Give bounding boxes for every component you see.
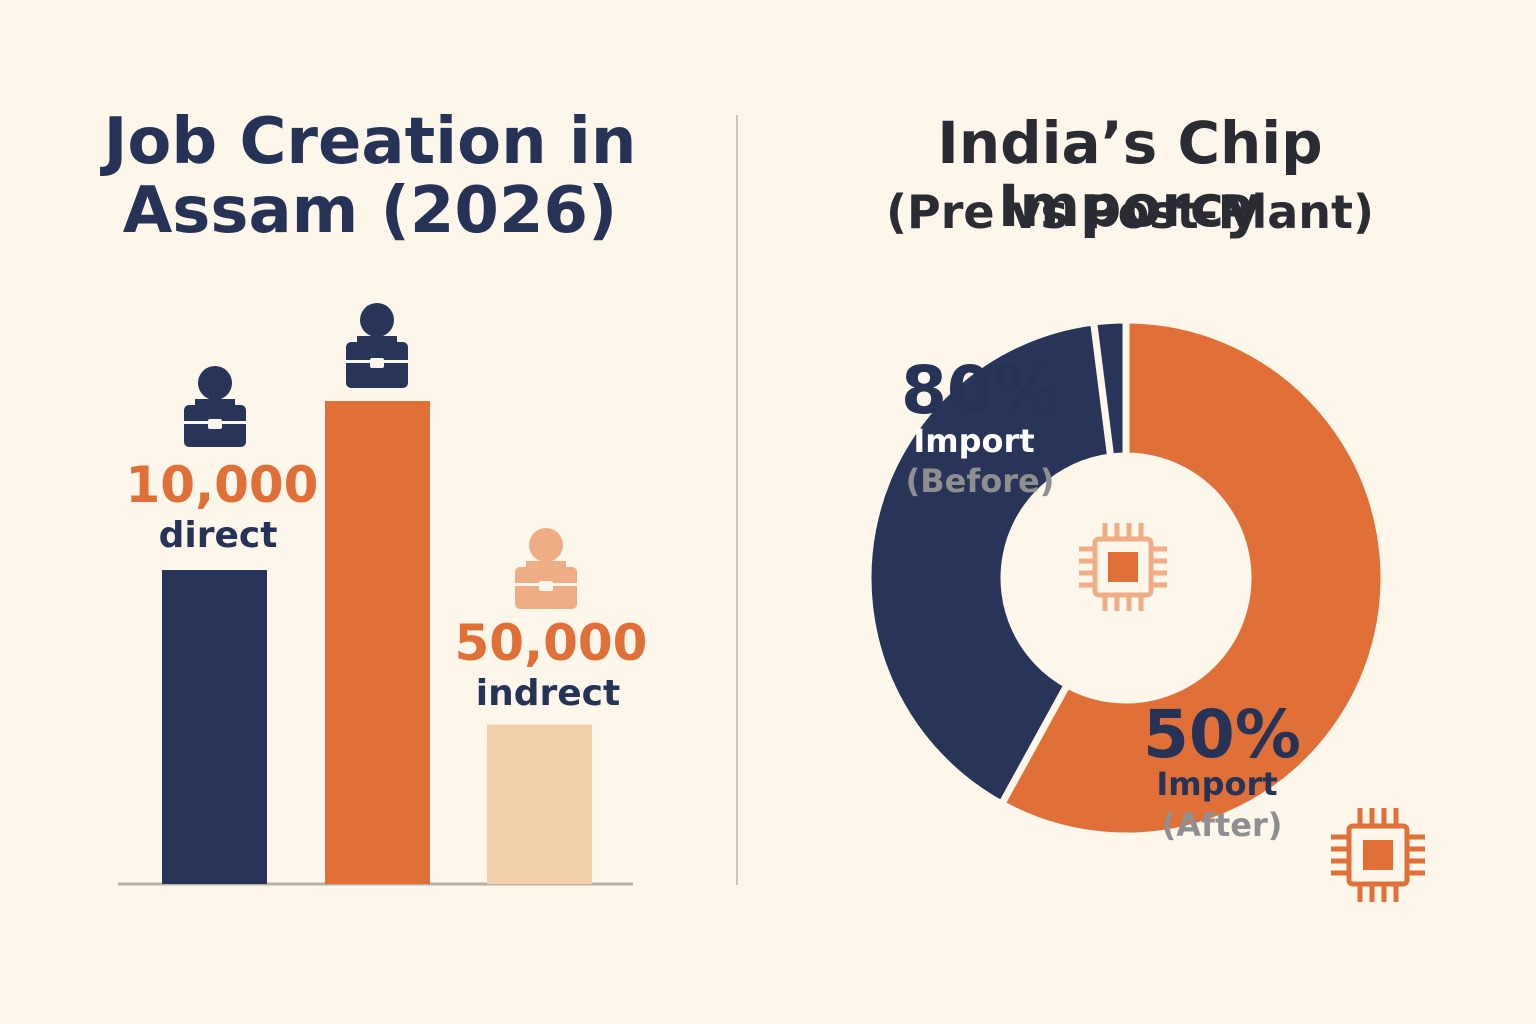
slice-before-label: Import <box>913 422 1034 460</box>
slice-after-label: Import <box>1156 765 1277 803</box>
bar-indirect <box>487 724 592 884</box>
person-briefcase-icon <box>184 366 246 447</box>
person-briefcase-icon <box>346 303 408 388</box>
bar-direct <box>162 570 267 884</box>
bar-chart-title-line2: Assam (2026) <box>122 174 618 249</box>
chip-icon <box>1331 808 1425 902</box>
slice-before-sublabel: (Before) <box>906 462 1055 500</box>
donut-slice-after <box>996 316 1388 840</box>
bar-indirect-value: 50,000 <box>455 614 648 672</box>
person-briefcase-icon <box>515 528 577 609</box>
donut-chart-title: India’s Chip Imporcy <box>937 109 1323 240</box>
bar-direct-value: 10,000 <box>126 456 319 514</box>
donut-chart: 80% Import (Before) 50% Import (After) <box>864 316 1388 844</box>
donut-slice-small <box>1089 316 1130 461</box>
slice-before-percent: 80% <box>901 352 1059 429</box>
donut-chart-subtitle: (Pre vs Post-Plant) <box>885 185 1375 239</box>
bar-middle <box>325 401 430 884</box>
bar-indirect-label: indrect <box>476 673 620 714</box>
bar-chart-title-line1: Job Creation in <box>103 105 637 179</box>
donut-slice-before <box>864 318 1115 809</box>
slice-after-sublabel: (After) <box>1162 806 1283 844</box>
bar-direct-label: direct <box>159 515 278 556</box>
bar-chart-title: Job Creation in Assam (2026) <box>60 105 680 249</box>
slice-after-percent: 50% <box>1143 696 1301 773</box>
chip-icon <box>1079 523 1167 611</box>
panel-divider <box>736 115 738 885</box>
bar-chart: 10,000 direct 50,000 indrect <box>118 303 648 886</box>
